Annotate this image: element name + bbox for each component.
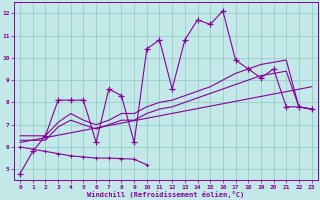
X-axis label: Windchill (Refroidissement éolien,°C): Windchill (Refroidissement éolien,°C) [87, 191, 244, 198]
